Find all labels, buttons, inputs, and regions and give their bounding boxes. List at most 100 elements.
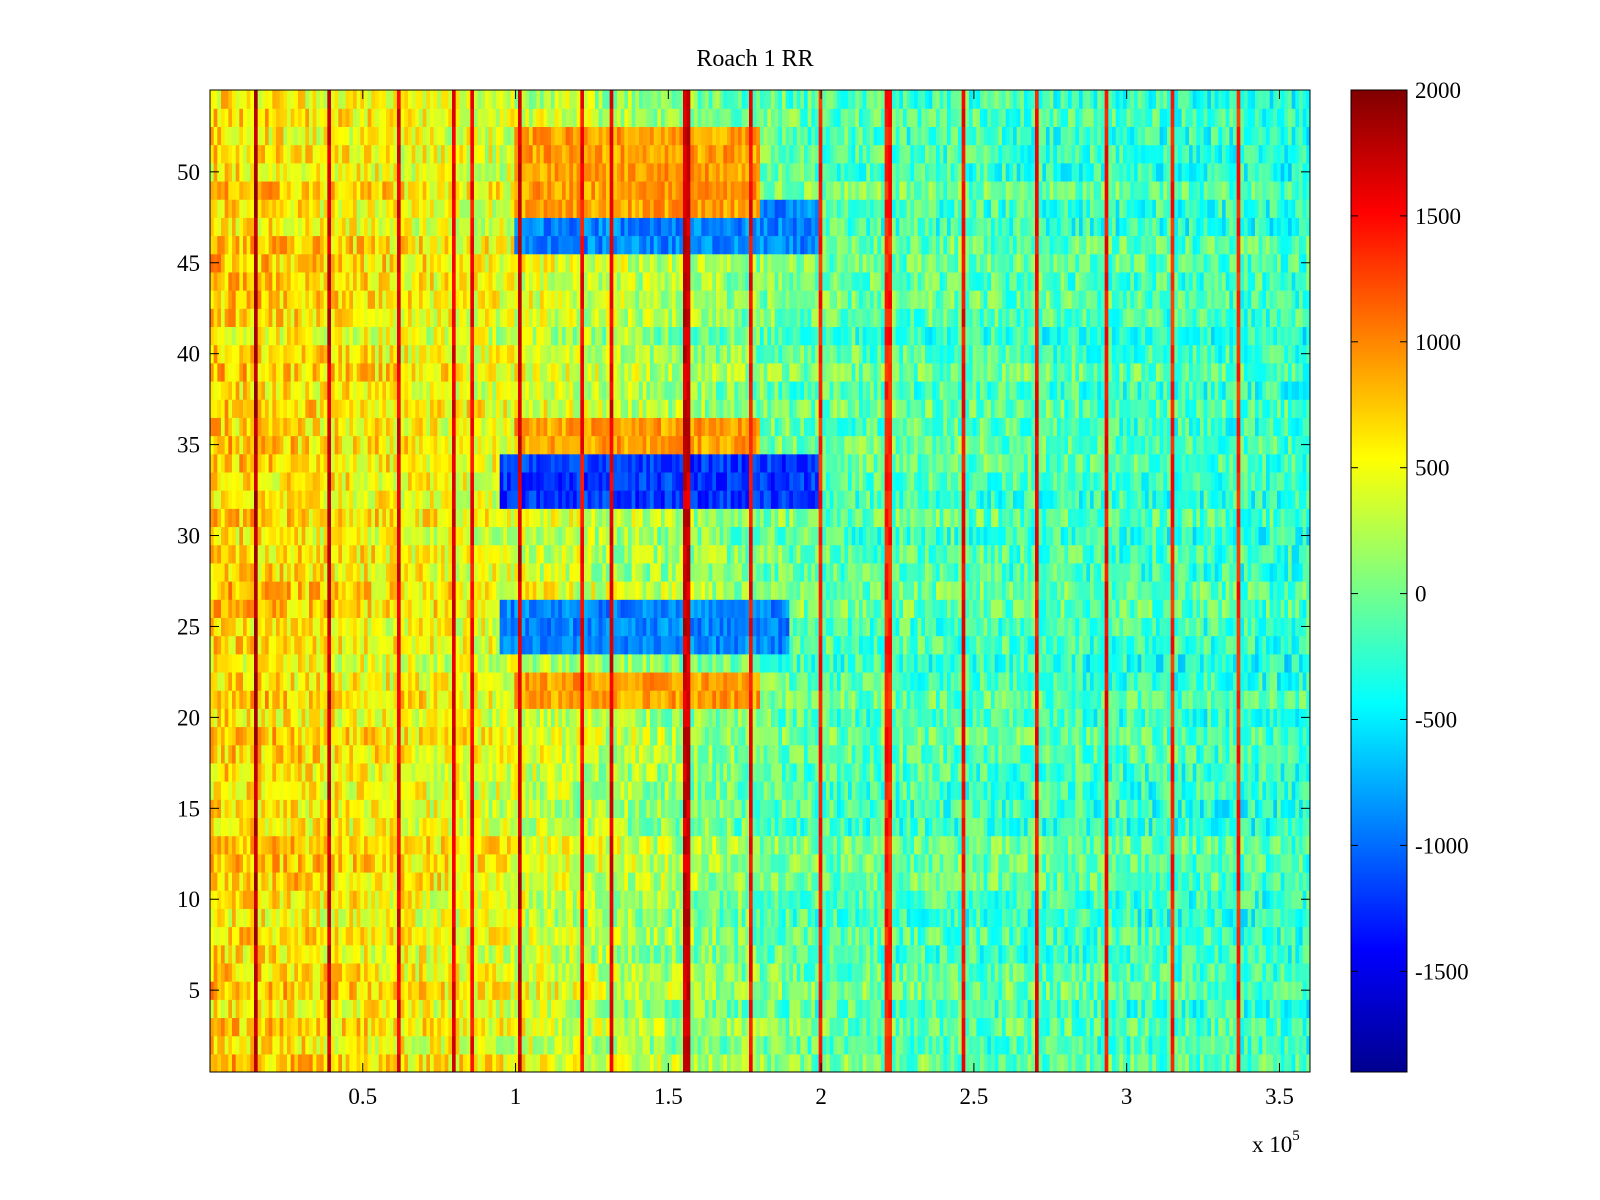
heatmap-cell (393, 999, 398, 1019)
heatmap-cell (595, 762, 600, 782)
heatmap-cell (415, 762, 420, 782)
heatmap-cell (987, 981, 992, 1000)
heatmap-cell (796, 1053, 801, 1072)
heatmap-cell (294, 908, 299, 928)
heatmap-cell (1211, 871, 1216, 891)
heatmap-cell (1291, 871, 1296, 891)
heatmap-cell (745, 981, 750, 1000)
heatmap-cell (499, 999, 504, 1019)
heatmap-cell (426, 1053, 431, 1072)
heatmap-cell (1185, 1035, 1190, 1055)
heatmap-cell (1046, 1017, 1051, 1037)
heatmap-cell (1137, 835, 1142, 855)
heatmap-cell (760, 781, 765, 800)
heatmap-cell (1053, 890, 1058, 909)
heatmap-cell (1079, 908, 1084, 928)
heatmap-cell (1057, 908, 1062, 928)
heatmap-cell (1284, 962, 1289, 982)
heatmap-cell (826, 817, 831, 837)
heatmap-cell (613, 908, 618, 928)
heatmap-cell (958, 1017, 963, 1037)
heatmap-cell (228, 835, 233, 855)
heatmap-cell (723, 835, 728, 855)
heatmap-cell (910, 981, 915, 1000)
heatmap-cell (1255, 871, 1260, 891)
heatmap-cell (276, 981, 281, 1000)
heatmap-cell (1302, 853, 1307, 873)
heatmap-cell (452, 781, 457, 800)
heatmap-cell (525, 926, 530, 946)
heatmap-cell (892, 962, 897, 982)
heatmap-cell (1222, 853, 1227, 873)
heatmap-cell (287, 1035, 292, 1055)
heatmap-cell (1269, 871, 1274, 891)
heatmap-cell (576, 781, 581, 800)
heatmap-cell (224, 926, 229, 946)
heatmap-cell (1284, 853, 1289, 873)
heatmap-cell (1174, 999, 1179, 1019)
heatmap-cell (917, 817, 922, 837)
heatmap-cell (1112, 817, 1117, 837)
heatmap-cell (499, 962, 504, 982)
heatmap-cell (309, 781, 314, 800)
heatmap-cell (320, 1035, 325, 1055)
heatmap-cell (793, 1035, 798, 1055)
heatmap-cell (745, 926, 750, 946)
heatmap-cell (642, 926, 647, 946)
heatmap-cell (235, 1035, 240, 1055)
heatmap-cell (620, 962, 625, 982)
heatmap-cell (525, 1017, 530, 1037)
heatmap-cell (906, 799, 911, 819)
heatmap-cell (349, 762, 354, 782)
heatmap-cell (1295, 962, 1300, 982)
heatmap-cell (716, 926, 721, 946)
heatmap-cell (668, 944, 673, 964)
heatmap-cell (1244, 926, 1249, 946)
heatmap-cell (903, 835, 908, 855)
heatmap-cell (353, 999, 358, 1019)
heatmap-cell (1214, 926, 1219, 946)
heatmap-cell (1295, 1053, 1300, 1072)
heatmap-cell (1038, 1035, 1043, 1055)
heatmap-cell (312, 871, 317, 891)
heatmap-cell (1090, 871, 1095, 891)
heatmap-cell (1229, 781, 1234, 800)
heatmap-cell (976, 853, 981, 873)
heatmap-cell (972, 926, 977, 946)
heatmap-cell (488, 781, 493, 800)
heatmap-cell (642, 1017, 647, 1037)
heatmap-cell (598, 999, 603, 1019)
heatmap-cell (1141, 817, 1146, 837)
heatmap-cell (246, 781, 251, 800)
heatmap-cell (576, 853, 581, 873)
heatmap-cell (668, 853, 673, 873)
heatmap-cell (870, 926, 875, 946)
heatmap-cell (1060, 1035, 1065, 1055)
heatmap-cell (936, 853, 941, 873)
heatmap-cell (452, 799, 457, 819)
heatmap-cell (903, 1035, 908, 1055)
heatmap-cell (562, 926, 567, 946)
heatmap-cell (734, 762, 739, 782)
heatmap-cell (301, 1035, 306, 1055)
heatmap-cell (1178, 962, 1183, 982)
heatmap-cell (554, 781, 559, 800)
heatmap-cell (1225, 871, 1230, 891)
heatmap-cell (529, 762, 534, 782)
heatmap-cell (389, 781, 394, 800)
heatmap-cell (1240, 817, 1245, 837)
heatmap-cell (1049, 835, 1054, 855)
heatmap-cell (1159, 999, 1164, 1019)
heatmap-cell (1152, 799, 1157, 819)
heatmap-cell (235, 944, 240, 964)
heatmap-cell (433, 999, 438, 1019)
heatmap-cell (360, 781, 365, 800)
heatmap-cell (650, 835, 655, 855)
heatmap-cell (701, 944, 706, 964)
heatmap-cell (928, 999, 933, 1019)
heatmap-cell (701, 981, 706, 1000)
heatmap-cell (921, 1017, 926, 1037)
heatmap-cell (1027, 781, 1032, 800)
heatmap-cell (459, 762, 464, 782)
heatmap-cell (873, 944, 878, 964)
